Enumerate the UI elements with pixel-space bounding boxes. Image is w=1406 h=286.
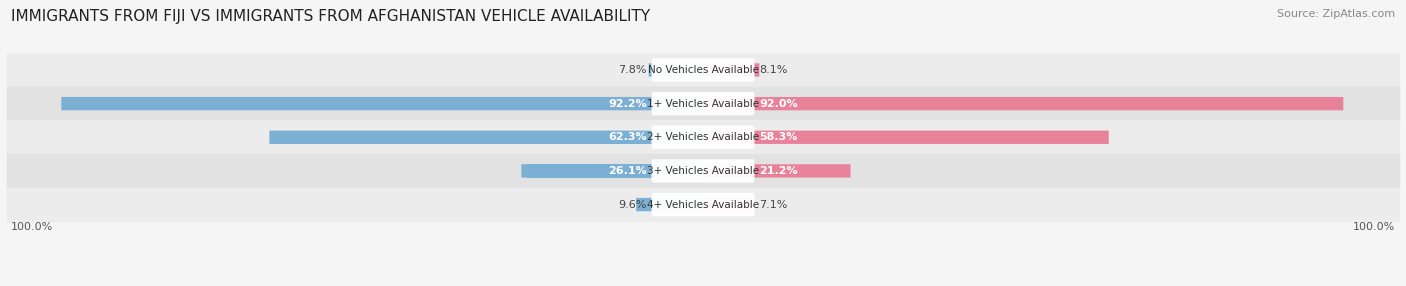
Text: 4+ Vehicles Available: 4+ Vehicles Available — [647, 200, 759, 210]
Text: 7.1%: 7.1% — [759, 200, 787, 210]
Text: 8.1%: 8.1% — [759, 65, 787, 75]
Text: No Vehicles Available: No Vehicles Available — [648, 65, 758, 75]
Text: 100.0%: 100.0% — [10, 223, 53, 233]
FancyBboxPatch shape — [651, 159, 755, 183]
Bar — [641, 198, 703, 211]
FancyBboxPatch shape — [651, 193, 755, 216]
Bar — [7, 188, 1399, 221]
Text: 3+ Vehicles Available: 3+ Vehicles Available — [647, 166, 759, 176]
Text: 9.6%: 9.6% — [619, 200, 647, 210]
Text: 2+ Vehicles Available: 2+ Vehicles Available — [647, 132, 759, 142]
FancyBboxPatch shape — [651, 58, 755, 82]
Legend: Immigrants from Fiji, Immigrants from Afghanistan: Immigrants from Fiji, Immigrants from Af… — [524, 284, 882, 286]
FancyBboxPatch shape — [648, 63, 703, 77]
Text: 92.0%: 92.0% — [759, 99, 797, 109]
FancyBboxPatch shape — [636, 198, 703, 211]
FancyBboxPatch shape — [522, 164, 703, 178]
Text: IMMIGRANTS FROM FIJI VS IMMIGRANTS FROM AFGHANISTAN VEHICLE AVAILABILITY: IMMIGRANTS FROM FIJI VS IMMIGRANTS FROM … — [11, 9, 651, 23]
FancyBboxPatch shape — [703, 97, 1343, 110]
Bar — [7, 154, 1399, 188]
FancyBboxPatch shape — [270, 131, 703, 144]
Bar — [7, 53, 1399, 87]
FancyBboxPatch shape — [62, 97, 703, 110]
Text: 58.3%: 58.3% — [759, 132, 797, 142]
Bar — [276, 131, 703, 144]
Text: 7.8%: 7.8% — [619, 65, 647, 75]
FancyBboxPatch shape — [703, 63, 759, 77]
Text: 26.1%: 26.1% — [609, 166, 647, 176]
Bar — [67, 97, 703, 110]
FancyBboxPatch shape — [651, 126, 755, 149]
Text: 92.2%: 92.2% — [609, 99, 647, 109]
Bar — [7, 87, 1399, 120]
Text: 1+ Vehicles Available: 1+ Vehicles Available — [647, 99, 759, 109]
Bar — [527, 164, 703, 178]
Bar — [7, 120, 1399, 154]
FancyBboxPatch shape — [651, 92, 755, 115]
FancyBboxPatch shape — [703, 198, 752, 211]
FancyBboxPatch shape — [703, 131, 1109, 144]
Text: 62.3%: 62.3% — [609, 132, 647, 142]
Bar — [654, 63, 703, 77]
FancyBboxPatch shape — [703, 164, 851, 178]
Text: 21.2%: 21.2% — [759, 166, 797, 176]
Text: 100.0%: 100.0% — [1353, 223, 1396, 233]
Text: Source: ZipAtlas.com: Source: ZipAtlas.com — [1277, 9, 1395, 19]
